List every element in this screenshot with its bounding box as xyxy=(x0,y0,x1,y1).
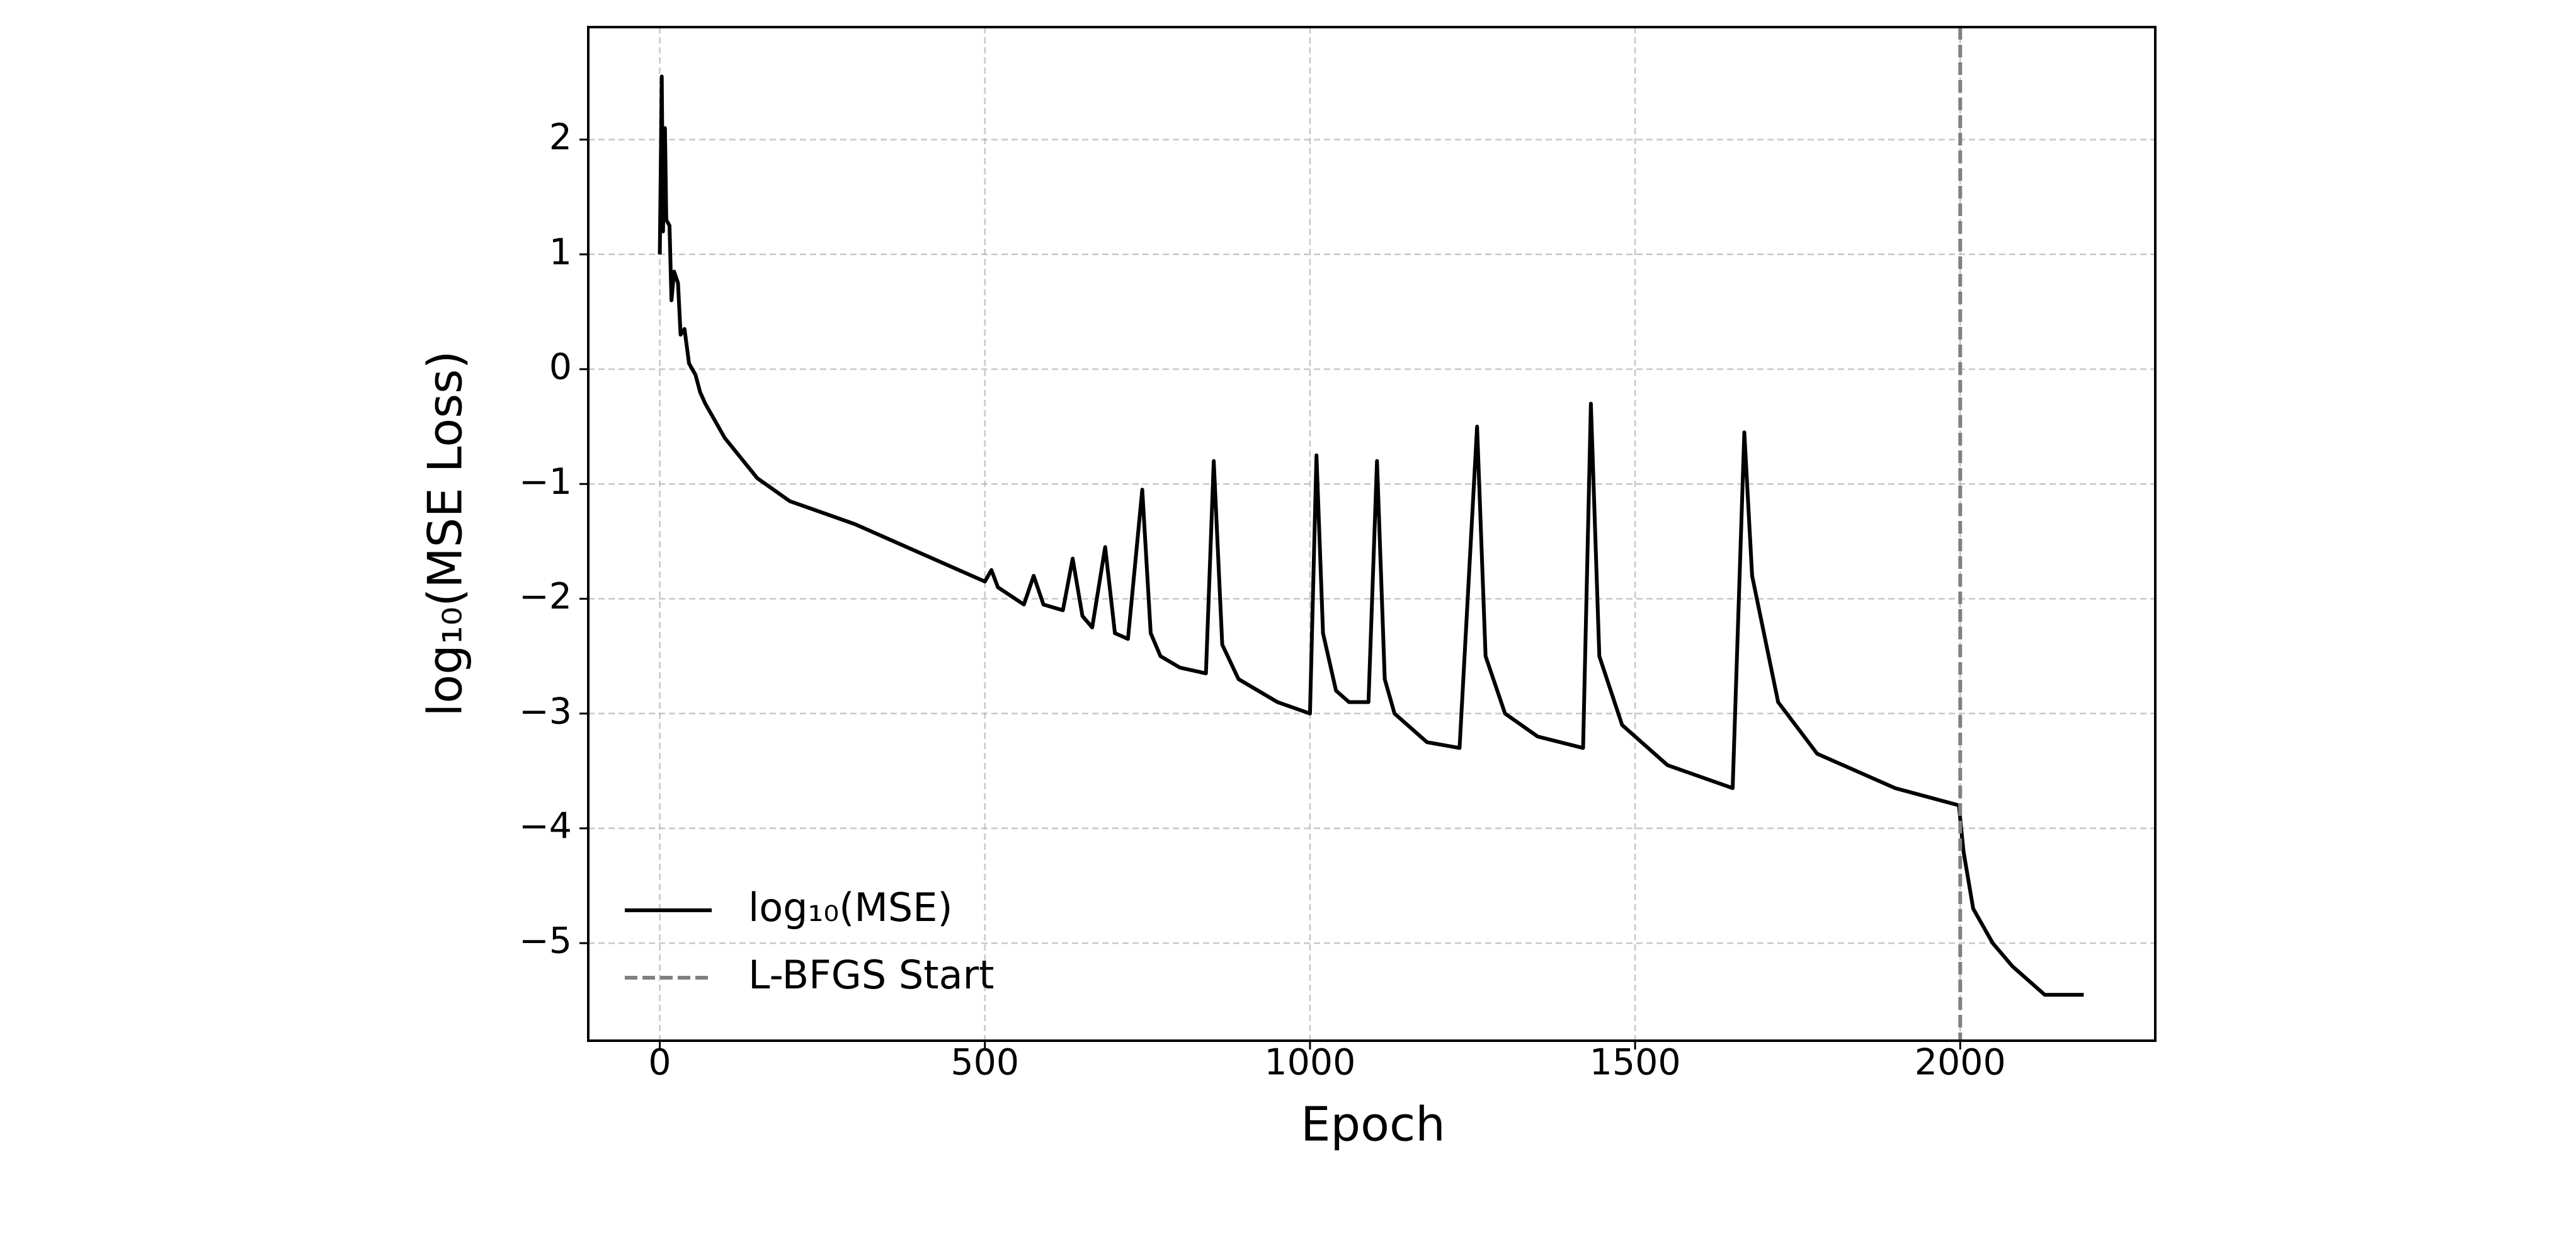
y-tick-label: −4 xyxy=(519,806,572,847)
plot-frame xyxy=(587,26,2157,1042)
legend-label: log₁₀(MSE) xyxy=(748,884,953,930)
y-tick-label: 1 xyxy=(549,231,572,273)
legend-label: L-BFGS Start xyxy=(748,952,994,998)
data-line xyxy=(658,74,2084,997)
y-tick-label: −2 xyxy=(519,576,572,617)
x-axis-label: Epoch xyxy=(1301,1097,1445,1152)
x-tick-label: 500 xyxy=(950,1042,1019,1084)
y-tick-label: 0 xyxy=(549,346,572,388)
x-tick-label: 1000 xyxy=(1264,1042,1355,1084)
x-tick-label: 2000 xyxy=(1915,1042,2006,1084)
x-tick-label: 0 xyxy=(648,1042,671,1084)
y-tick-label: −5 xyxy=(519,920,572,962)
y-axis-label: log₁₀(MSE Loss) xyxy=(418,350,473,716)
x-tick-label: 1500 xyxy=(1590,1042,1681,1084)
y-tick-label: −3 xyxy=(519,690,572,732)
y-tick-label: −1 xyxy=(519,461,572,503)
y-tick-label: 2 xyxy=(549,117,572,158)
